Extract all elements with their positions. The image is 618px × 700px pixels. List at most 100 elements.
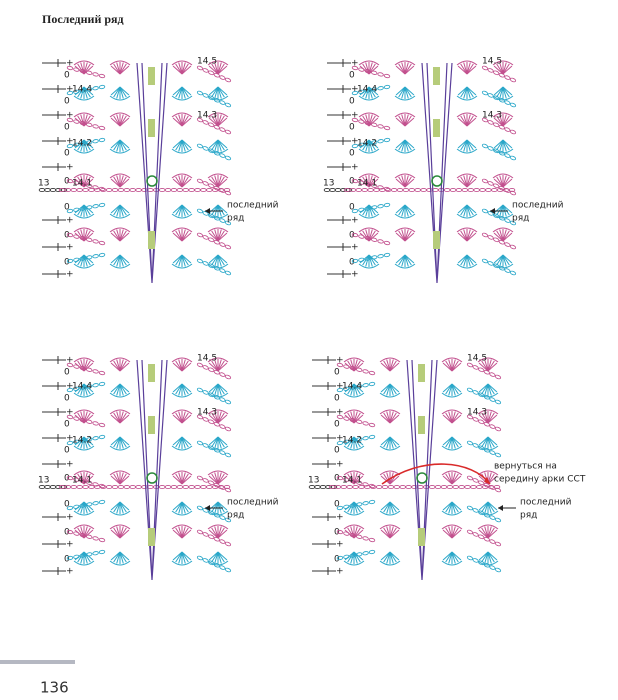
fan-stitch [502, 139, 513, 149]
fan-stitch [119, 414, 130, 424]
fan-stitch [484, 501, 489, 514]
fan-stitch [463, 139, 468, 152]
chain-stitch [308, 484, 316, 490]
fan-edge [73, 470, 95, 476]
chain-stitch [176, 484, 184, 490]
fan-stitch [110, 139, 121, 149]
chain-stitch [200, 187, 207, 193]
fan-stitch [395, 117, 406, 127]
fan-edge [492, 60, 514, 66]
center-block [148, 231, 155, 249]
chain-stitch [224, 426, 232, 432]
fan-stitch [77, 115, 85, 127]
row-label: 14.2 [357, 139, 377, 149]
chain-stitch [420, 187, 427, 193]
fan-stitch [119, 527, 127, 539]
fan-stitch [487, 529, 498, 539]
fan-stitch [457, 139, 468, 149]
chain-stitch [458, 484, 465, 490]
fan-edge [109, 60, 131, 66]
chain-stitch [370, 255, 378, 260]
chain-stitch [349, 418, 356, 423]
fan-stitch [380, 383, 391, 393]
fan-stitch [217, 139, 222, 152]
chain-stitch [351, 117, 359, 123]
chain-stitch [196, 143, 204, 149]
chain-stitch [368, 434, 376, 440]
chain-stitch [196, 90, 204, 96]
chain-stitch [105, 187, 113, 193]
chain-stitch [213, 482, 220, 488]
fan-stitch [110, 254, 121, 264]
fan-edge [394, 95, 416, 101]
fan-stitch [217, 204, 228, 214]
chain-stitch [494, 374, 502, 380]
fan-stitch [380, 501, 391, 511]
note-line: ряд [227, 214, 244, 224]
fan-stitch [380, 551, 391, 561]
chain-stitch [208, 560, 215, 566]
fan-stitch [389, 551, 400, 561]
fan-stitch [451, 527, 459, 539]
chain-stitch [66, 232, 74, 238]
chain-stitch [362, 551, 369, 556]
fan-stitch [113, 501, 121, 513]
fan-edge [358, 95, 380, 101]
chain-stitch [417, 484, 424, 490]
fan-edge [207, 173, 229, 179]
fan-stitch [110, 436, 121, 446]
chain-stitch [494, 399, 502, 405]
fan-stitch [83, 139, 91, 151]
chain-stitch [349, 385, 357, 390]
chain-stitch [498, 97, 505, 103]
fan-stitch [211, 176, 219, 188]
chain-stitch [483, 536, 490, 542]
fan-stitch [119, 254, 124, 267]
chain-stitch [336, 505, 344, 511]
fan-stitch [178, 411, 183, 424]
chain-stitch [489, 397, 496, 402]
chain-stitch [464, 484, 471, 490]
chain-stitch [92, 86, 99, 91]
fan-stitch [398, 176, 406, 188]
fan-edge [456, 60, 478, 66]
fan-stitch [383, 473, 391, 485]
chain-stitch [351, 232, 359, 238]
chain-stitch [219, 127, 226, 132]
fan-stitch [457, 204, 468, 214]
fan-edge [171, 112, 193, 118]
fan-stitch [80, 411, 85, 424]
fan-stitch [448, 526, 453, 539]
fan-stitch [211, 551, 219, 563]
fan-edge [109, 392, 131, 398]
chain-stitch [336, 475, 344, 481]
fan-edge [492, 227, 514, 233]
fan-edge [207, 263, 229, 269]
fan-stitch [208, 383, 219, 393]
chain-stitch [481, 258, 489, 264]
fan-stitch [451, 526, 456, 539]
fan-stitch [502, 62, 507, 75]
fan-edge [171, 510, 193, 516]
fan-edge [207, 560, 229, 566]
fan-stitch [502, 117, 513, 127]
fan-stitch [211, 86, 219, 98]
fan-stitch [502, 65, 513, 75]
chain-stitch [349, 533, 356, 538]
fan-stitch [217, 65, 228, 75]
chain-stitch [487, 261, 494, 266]
fan-stitch [502, 175, 507, 188]
fan-stitch [502, 86, 507, 99]
fan-stitch [208, 529, 219, 539]
fan-stitch [116, 229, 121, 242]
fan-stitch [119, 359, 124, 372]
fan-stitch [116, 62, 121, 75]
fan-stitch [457, 117, 468, 127]
chain-stitch [399, 484, 406, 490]
chain-stitch [213, 124, 220, 130]
fan-edge [207, 148, 229, 154]
fan-stitch [389, 414, 400, 424]
row-label: 14.4 [72, 382, 92, 392]
row-start-plus: + [66, 59, 74, 69]
fan-stitch [175, 551, 183, 563]
